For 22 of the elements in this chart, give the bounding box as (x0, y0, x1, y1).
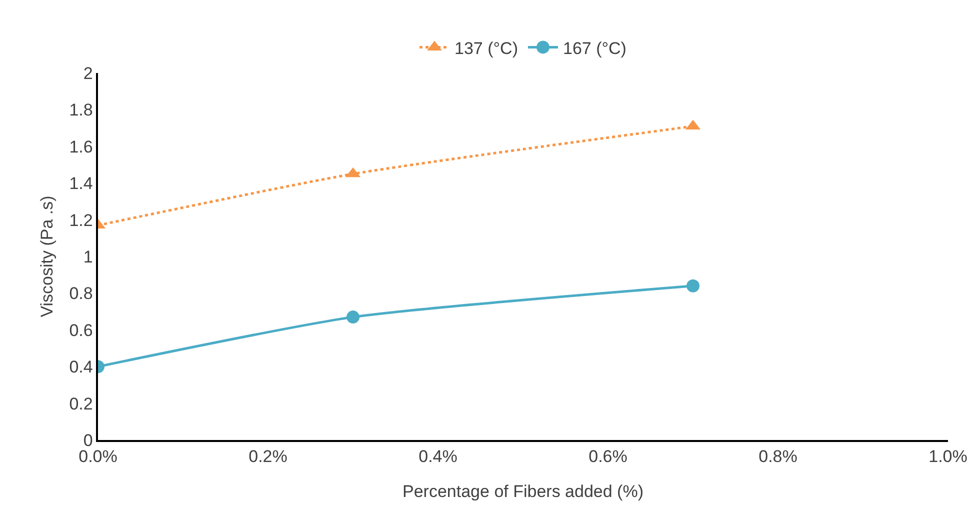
x-tick-label: 0.8% (758, 447, 798, 466)
legend-label: 167 (°C) (562, 38, 626, 58)
y-tick-label: 1 (83, 247, 93, 266)
legend-label: 137 (°C) (454, 38, 518, 58)
y-tick-label: 1.6 (69, 137, 93, 156)
y-tick-label: 0.2 (69, 394, 93, 414)
x-tick-label: 0.2% (248, 447, 288, 466)
y-tick-label: 0.6 (69, 320, 93, 340)
y-tick-label: 2 (83, 64, 93, 83)
point (686, 279, 700, 292)
x-tick-label: 0.6% (588, 447, 628, 466)
y-axis-title: Viscosity (Pa .s) (37, 196, 56, 318)
x-tick-label: 0.0% (78, 447, 118, 466)
x-tick-label: 0.4% (418, 447, 458, 466)
y-tick-label: 1.4 (69, 174, 93, 194)
y-tick-label: 0.4 (69, 358, 93, 377)
x-axis-title: Percentage of Fibers added (%) (402, 482, 644, 502)
x-tick-label: 1.0% (928, 447, 968, 466)
y-tick-label: 1.8 (69, 100, 93, 120)
y-tick-label: 0 (83, 430, 93, 450)
y-tick-label: 1.2 (69, 210, 93, 230)
y-tick-label: 0.8 (69, 284, 93, 304)
